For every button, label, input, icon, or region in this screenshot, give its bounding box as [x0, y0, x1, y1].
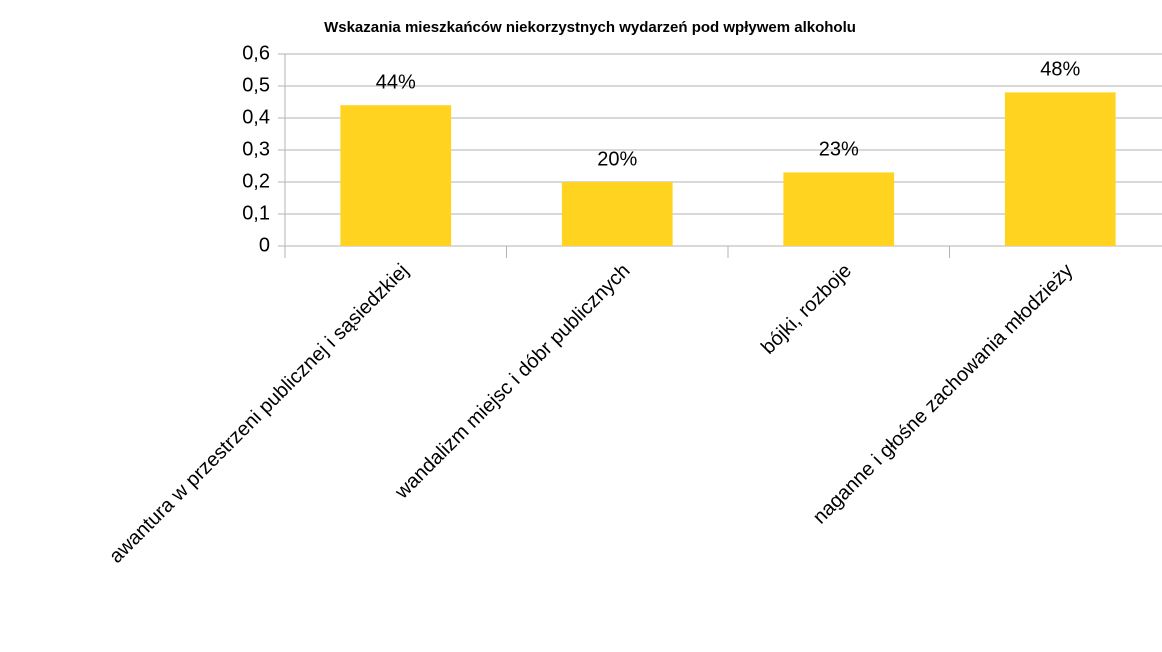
bar [783, 172, 895, 246]
data-label: 44% [376, 71, 416, 93]
data-label: 48% [1040, 59, 1080, 81]
chart-title: Wskazania mieszkańców niekorzystnych wyd… [324, 19, 856, 36]
y-tick-label: 0,2 [242, 170, 270, 192]
x-tick-label: naganne i głośne zachowania młodzieży [809, 260, 1078, 529]
y-tick-label: 0,1 [242, 202, 270, 224]
bar [340, 105, 452, 246]
x-tick-label: awantura w przestrzeni publicznej i sąsi… [105, 260, 413, 568]
y-tick-label: 0,3 [242, 138, 270, 160]
x-tick-label: bójki, rozboje [757, 260, 856, 359]
bar [561, 182, 673, 246]
y-tick-label: 0 [259, 234, 270, 256]
data-label: 20% [597, 148, 637, 170]
bar [1004, 92, 1116, 247]
data-label: 23% [819, 139, 859, 161]
y-tick-label: 0,5 [242, 74, 270, 96]
y-tick-label: 0,6 [242, 42, 270, 64]
y-tick-label: 0,4 [242, 106, 270, 128]
x-tick-label: wandalizm miejsc i dóbr publicznych [390, 260, 634, 504]
